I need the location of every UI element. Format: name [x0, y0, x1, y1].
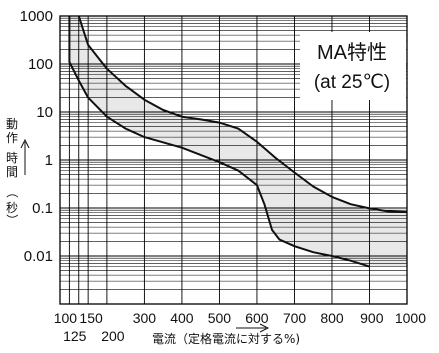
x-tick-label: 300 — [133, 310, 157, 326]
band-area — [69, 16, 408, 267]
y-axis-arrow-icon — [20, 138, 30, 175]
chart-subtitle: (at 25℃) — [314, 72, 390, 93]
y-tick-label: 0.1 — [32, 200, 53, 217]
x-tick-label: 700 — [283, 310, 307, 326]
characteristic-curves — [68, 15, 408, 268]
x-tick-label: 600 — [245, 310, 269, 326]
y-tick-label: 100 — [28, 56, 53, 73]
x-tick-label: 900 — [360, 310, 384, 326]
trip-time-band — [69, 16, 408, 267]
x-tick-label: 200 — [101, 328, 125, 344]
x-axis-label: 電流（定格電流に対する%) — [152, 331, 300, 346]
y-tick-labels: 1000 100 10 1 0.1 0.01 — [20, 8, 53, 265]
y-axis-label-char: 時 — [6, 151, 18, 165]
y-axis-label-char: 秒 — [6, 201, 18, 215]
x-tick-label: 800 — [320, 310, 344, 326]
curve-upper — [77, 15, 408, 214]
y-tick-label: 1000 — [20, 8, 53, 25]
y-axis-label-char: （ — [5, 186, 19, 198]
x-tick-label: 1000 — [395, 310, 426, 326]
chart-title: MA特性 — [317, 41, 387, 64]
title-box — [300, 32, 406, 100]
x-tick-label: 100 — [54, 310, 78, 326]
y-axis-label-char: ） — [5, 214, 19, 226]
y-axis-label-char: 作 — [6, 131, 18, 145]
x-tick-label: 500 — [208, 310, 232, 326]
y-axis-label-char: 動 — [6, 117, 18, 131]
y-axis-label-char: 間 — [6, 165, 18, 179]
y-tick-label: 0.01 — [24, 248, 53, 265]
x-tick-label: 400 — [170, 310, 194, 326]
x-tick-labels: 100 150 300 400 500 600 700 800 900 1000 125 200 — [54, 310, 426, 344]
x-tick-label: 125 — [63, 328, 87, 344]
x-axis-arrow-icon — [236, 323, 270, 333]
y-tick-label: 10 — [36, 104, 53, 121]
y-tick-label: 1 — [45, 152, 53, 169]
x-tick-label: 150 — [79, 310, 103, 326]
curve-lower — [68, 16, 370, 268]
plot-frame — [59, 15, 408, 305]
chart-grid — [60, 16, 407, 305]
